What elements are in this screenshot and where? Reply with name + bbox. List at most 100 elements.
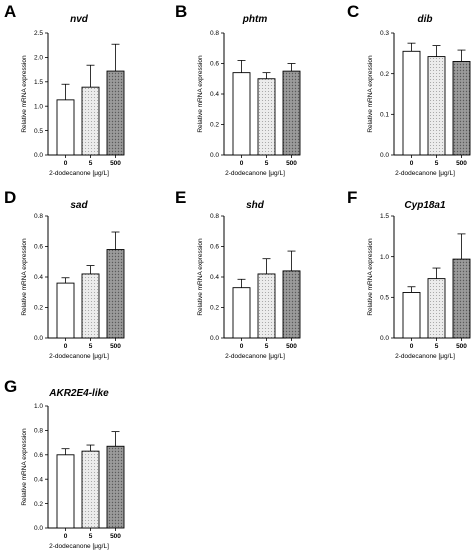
panel-letter: B [175,2,187,21]
panel-letter: A [4,2,16,21]
y-tick-label: 0.4 [210,274,219,281]
chart-title: Cyp18a1 [404,200,446,211]
y-tick-label: 0.8 [34,428,43,435]
bar-5 [257,78,276,156]
y-axis-title: Relative mRNA expression [197,238,204,316]
x-tick-label: 500 [286,343,297,350]
y-tick-label: 0.4 [210,91,219,98]
bar-0 [56,282,75,339]
x-axis-title: 2-dodecanone [μg/L] [395,170,455,177]
chart-panel-g: G AKR2E4-like 0.0 0.2 0.4 0.6 0.8 1.0 0 5 5002-dod… [4,377,125,550]
bar-5 [81,450,100,529]
y-tick-label: 0.2 [34,501,43,508]
y-tick-label: 0.2 [380,71,389,78]
y-tick-label: 0.2 [210,122,219,129]
bar-500 [106,445,125,529]
bar-0 [232,72,251,156]
x-axis-title: 2-dodecanone [μg/L] [49,353,109,360]
y-axis-title: Relative mRNA expression [21,238,28,316]
x-tick-label: 0 [64,160,68,167]
x-axis-title: 2-dodecanone [μg/L] [395,353,455,360]
x-tick-label: 0 [64,343,68,350]
y-tick-label: 0.8 [210,30,219,37]
y-tick-label: 0.4 [34,274,43,281]
x-tick-label: 500 [456,343,467,350]
y-tick-label: 1.5 [34,79,43,86]
y-tick-label: 0.8 [34,213,43,220]
bar-5 [81,273,100,339]
x-tick-label: 500 [110,343,121,350]
bar-5 [427,56,446,156]
y-tick-label: 0.2 [34,305,43,312]
chart-title: AKR2E4-like [48,388,109,399]
chart-title: phtm [242,14,268,25]
y-tick-label: 0.6 [210,61,219,68]
y-tick-label: 0.0 [34,335,43,342]
x-tick-label: 5 [89,343,93,350]
y-tick-label: 1.0 [34,103,43,110]
x-axis-title: 2-dodecanone [μg/L] [225,353,285,360]
y-tick-label: 0.5 [380,295,389,302]
x-axis-title: 2-dodecanone [μg/L] [225,170,285,177]
y-axis-title: Relative mRNA expression [367,238,374,316]
y-tick-label: 2.0 [34,55,43,62]
chart-title: dib [418,14,433,25]
y-tick-label: 0.6 [34,244,43,251]
y-tick-label: 0.0 [210,335,219,342]
chart-title: sad [70,200,88,211]
x-tick-label: 0 [410,343,414,350]
x-tick-label: 500 [286,160,297,167]
x-tick-label: 5 [89,533,93,540]
x-axis-title: 2-dodecanone [μg/L] [49,170,109,177]
y-tick-label: 0.8 [210,213,219,220]
bar-0 [56,99,75,156]
bar-500 [282,70,301,156]
x-tick-label: 500 [110,533,121,540]
y-tick-label: 0.1 [380,112,389,119]
y-tick-label: 0.5 [34,128,43,135]
y-tick-label: 0.6 [34,452,43,459]
y-axis-title: Relative mRNA expression [367,55,374,133]
chart-title: shd [246,200,265,211]
panel-letter: F [347,188,357,207]
bar-5 [81,86,100,156]
bar-0 [402,292,421,339]
bar-0 [56,454,75,529]
y-tick-label: 1.5 [380,213,389,220]
x-tick-label: 5 [435,343,439,350]
y-tick-label: 2.5 [34,30,43,37]
bar-500 [106,70,125,156]
x-tick-label: 500 [110,160,121,167]
x-axis-title: 2-dodecanone [μg/L] [49,543,109,550]
bar-500 [452,258,471,339]
y-tick-label: 0.0 [34,525,43,532]
panel-letter: D [4,188,16,207]
y-tick-label: 0.3 [380,30,389,37]
bar-500 [452,61,471,156]
y-axis-title: Relative mRNA expression [21,428,28,506]
x-tick-label: 0 [240,160,244,167]
bar-0 [402,50,421,156]
bar-5 [427,278,446,339]
x-tick-label: 5 [435,160,439,167]
bar-0 [232,287,251,339]
y-axis-title: Relative mRNA expression [21,55,28,133]
x-tick-label: 5 [89,160,93,167]
y-tick-label: 0.0 [210,152,219,159]
panel-letter: E [175,188,186,207]
y-tick-label: 0.2 [210,305,219,312]
y-tick-label: 0.6 [210,244,219,251]
y-axis-title: Relative mRNA expression [197,55,204,133]
x-tick-label: 0 [410,160,414,167]
y-tick-label: 0.0 [380,335,389,342]
x-tick-label: 0 [64,533,68,540]
bar-500 [106,249,125,339]
y-tick-label: 1.0 [34,403,43,410]
